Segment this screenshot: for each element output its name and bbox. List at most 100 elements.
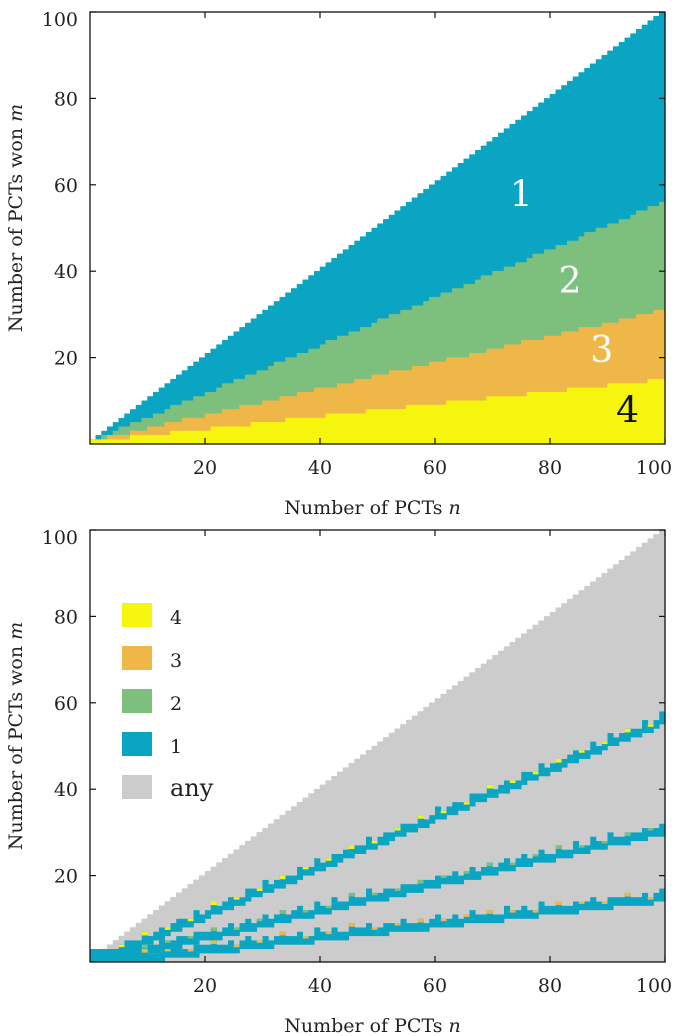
- x-tick-label: 100: [636, 975, 672, 997]
- band-accent-cell: [417, 815, 424, 819]
- band-cell: [406, 823, 413, 833]
- band-accent-cell: [509, 780, 516, 783]
- band-cell: [193, 944, 200, 958]
- band-accent-cell: [578, 901, 585, 904]
- band-accent-cell: [440, 875, 447, 879]
- band-cell: [210, 940, 217, 954]
- band-cell: [233, 927, 240, 937]
- y-tick-label: 60: [54, 693, 78, 715]
- band-cell: [636, 897, 643, 906]
- band-accent-cell: [417, 918, 424, 923]
- band-cell: [251, 940, 258, 950]
- band-cell: [354, 897, 361, 906]
- band-cell: [521, 771, 528, 785]
- y-axis-label: Number of PCTs won m: [5, 622, 27, 850]
- band-cell: [314, 901, 321, 915]
- band-cell: [607, 832, 614, 846]
- band-cell: [360, 927, 367, 937]
- band-cell: [613, 897, 620, 906]
- band-cell: [314, 858, 321, 872]
- band-cell: [538, 849, 545, 863]
- band-cell: [383, 923, 390, 937]
- band-cell: [325, 858, 332, 867]
- band-cell: [210, 927, 217, 941]
- band-cell: [412, 884, 419, 893]
- band-accent-cell: [256, 940, 263, 943]
- band-cell: [216, 931, 223, 941]
- band-cell: [400, 884, 407, 898]
- band-cell: [297, 905, 304, 919]
- band-cell: [653, 892, 660, 902]
- band-cell: [429, 918, 436, 928]
- band-cell: [383, 832, 390, 846]
- band-accent-cell: [371, 841, 378, 844]
- y-axis-label: Number of PCTs won m: [5, 104, 27, 332]
- y-axis-variable: m: [5, 622, 27, 640]
- band-cell: [590, 741, 597, 755]
- band-cell: [647, 828, 654, 837]
- band-cell: [153, 931, 160, 941]
- band-cell: [389, 888, 396, 898]
- band-cell: [228, 923, 235, 937]
- band-cell: [429, 879, 436, 889]
- band-cell: [164, 927, 171, 937]
- band-cell: [159, 927, 166, 941]
- band-cell: [159, 949, 166, 962]
- band-accent-cell: [509, 910, 516, 913]
- band-cell: [601, 901, 608, 911]
- x-axis-label: Number of PCTs n: [284, 497, 461, 519]
- region-label-1: 1: [510, 174, 533, 215]
- band-cell: [256, 888, 263, 898]
- band-cell: [446, 875, 453, 885]
- band-cell: [469, 866, 476, 880]
- band-cell: [458, 875, 465, 885]
- band-cell: [222, 901, 229, 911]
- bottom-legend: 4 3 2 1 any: [122, 603, 214, 802]
- band-cell: [262, 914, 269, 928]
- band-cell: [170, 949, 177, 958]
- band-cell: [193, 931, 200, 945]
- band-cell: [268, 940, 275, 950]
- band-cell: [268, 884, 275, 893]
- band-cell: [435, 806, 442, 820]
- band-cell: [596, 901, 603, 911]
- band-cell: [630, 897, 637, 906]
- band-cell: [504, 780, 511, 794]
- band-cell: [452, 871, 459, 885]
- band-accent-cell: [647, 897, 654, 900]
- band-accent-cell: [532, 771, 539, 775]
- band-cell: [176, 944, 183, 958]
- band-cell: [446, 806, 453, 816]
- band-cell: [337, 854, 344, 863]
- band-cell: [377, 892, 384, 902]
- band-accent-cell: [325, 931, 332, 935]
- band-cell: [532, 910, 539, 919]
- band-cell: [624, 832, 631, 846]
- band-cell: [360, 897, 367, 906]
- band-cell: [463, 802, 470, 811]
- band-cell: [308, 910, 315, 919]
- band-cell: [538, 901, 545, 915]
- band-cell: [199, 931, 206, 941]
- band-cell: [550, 854, 557, 863]
- band-cell: [371, 927, 378, 937]
- band-accent-cell: [486, 910, 493, 914]
- band-cell: [458, 918, 465, 928]
- band-cell: [544, 905, 551, 915]
- y-tick-label: 20: [54, 866, 78, 888]
- band-cell: [481, 914, 488, 924]
- band-cell: [659, 823, 666, 837]
- band-cell: [285, 914, 292, 924]
- band-cell: [412, 923, 419, 932]
- y-tick-label: 100: [42, 9, 78, 31]
- band-cell: [584, 750, 591, 759]
- band-accent-cell: [279, 931, 286, 936]
- band-cell: [578, 901, 585, 911]
- band-cell: [452, 802, 459, 816]
- band-cell: [302, 866, 309, 876]
- band-cell: [567, 754, 574, 764]
- band-cell: [475, 793, 482, 803]
- band-accent-cell: [555, 901, 562, 906]
- band-cell: [469, 910, 476, 924]
- band-accent-cell: [555, 758, 562, 763]
